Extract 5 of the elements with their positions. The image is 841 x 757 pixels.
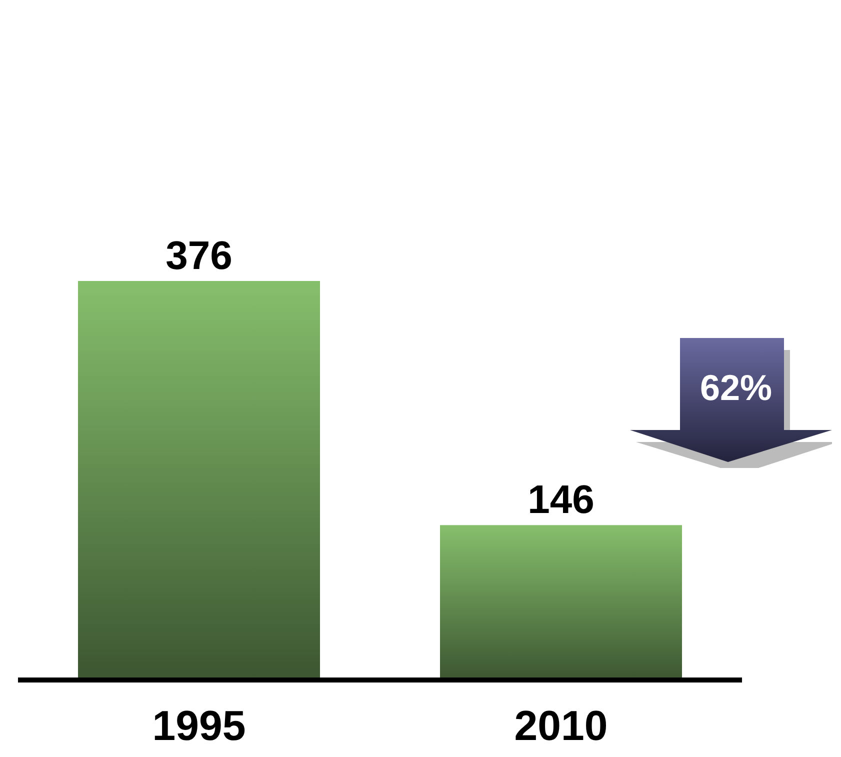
data-label: 376 xyxy=(166,234,232,278)
data-label: 146 xyxy=(528,478,594,522)
x-tick-label: 2010 xyxy=(514,702,608,749)
x-tick-label: 1995 xyxy=(152,702,246,749)
annotation: 62% xyxy=(700,367,772,408)
